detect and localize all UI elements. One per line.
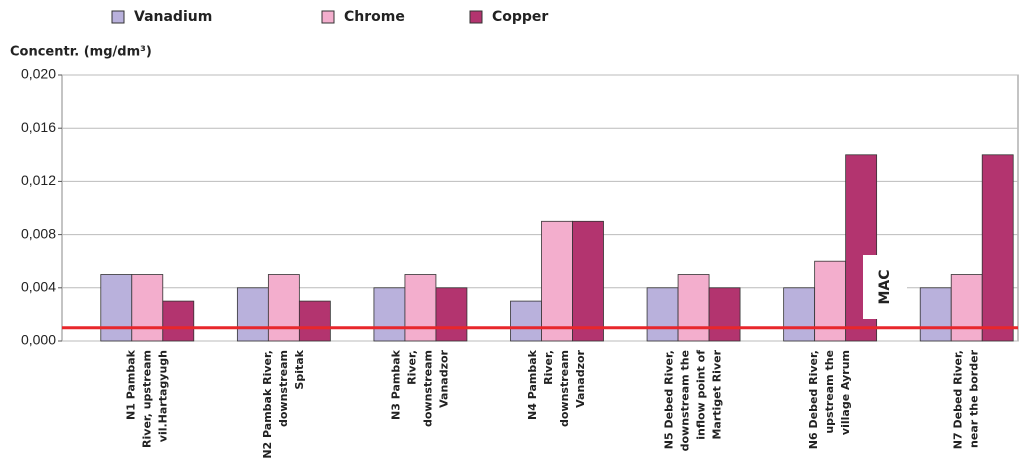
legend-label: Copper	[492, 9, 548, 25]
x-tick-label: N6 Debed River, upstream the village Ayrum	[807, 350, 852, 449]
bar	[950, 274, 983, 342]
reference-label-box	[863, 255, 907, 319]
x-tick-label: N3 Pambak River, downstream Vanadzor	[389, 349, 450, 427]
bar	[981, 154, 1014, 342]
x-tick-label: N1 Pambak River, upstream vil.Hartagyugh	[124, 349, 169, 448]
bar	[677, 274, 710, 342]
bar	[162, 300, 195, 342]
bar	[708, 287, 741, 342]
y-tick-label: 0,012	[21, 172, 56, 188]
bar	[236, 287, 269, 342]
bar	[435, 287, 468, 342]
bar	[646, 287, 679, 342]
legend-swatch	[111, 10, 125, 24]
bar	[267, 274, 300, 342]
x-tick-label: N7 Debed River, near the border	[952, 349, 981, 449]
legend-label: Vanadium	[134, 9, 212, 25]
y-tick-label: 0,016	[21, 119, 56, 135]
y-axis-label: Concentr. (mg/dm³)	[10, 45, 152, 60]
y-tick-label: 0,020	[21, 66, 56, 82]
bar	[298, 300, 331, 342]
x-tick-label: N4 Pambak River, downstream Vanadzor	[526, 349, 587, 427]
legend-swatch	[321, 10, 335, 24]
bar	[373, 287, 406, 342]
legend-label: Chrome	[344, 9, 405, 25]
bar	[131, 274, 164, 342]
x-tick-label: N2 Pambak River, downstream Spitak	[261, 349, 306, 458]
bar	[541, 220, 573, 342]
y-tick-label: 0,008	[21, 225, 56, 241]
bar	[404, 274, 437, 342]
y-tick-label: 0,004	[21, 279, 56, 295]
bar	[100, 274, 133, 342]
bar	[783, 287, 816, 342]
reference-label: MAC	[877, 269, 893, 304]
x-tick-label: N5 Debed River, downstream the inflow poin…	[663, 349, 724, 451]
bar	[919, 287, 952, 342]
bar	[510, 300, 542, 342]
legend-swatch	[469, 10, 483, 24]
bar	[572, 220, 604, 342]
y-tick-label: 0,000	[21, 332, 56, 348]
